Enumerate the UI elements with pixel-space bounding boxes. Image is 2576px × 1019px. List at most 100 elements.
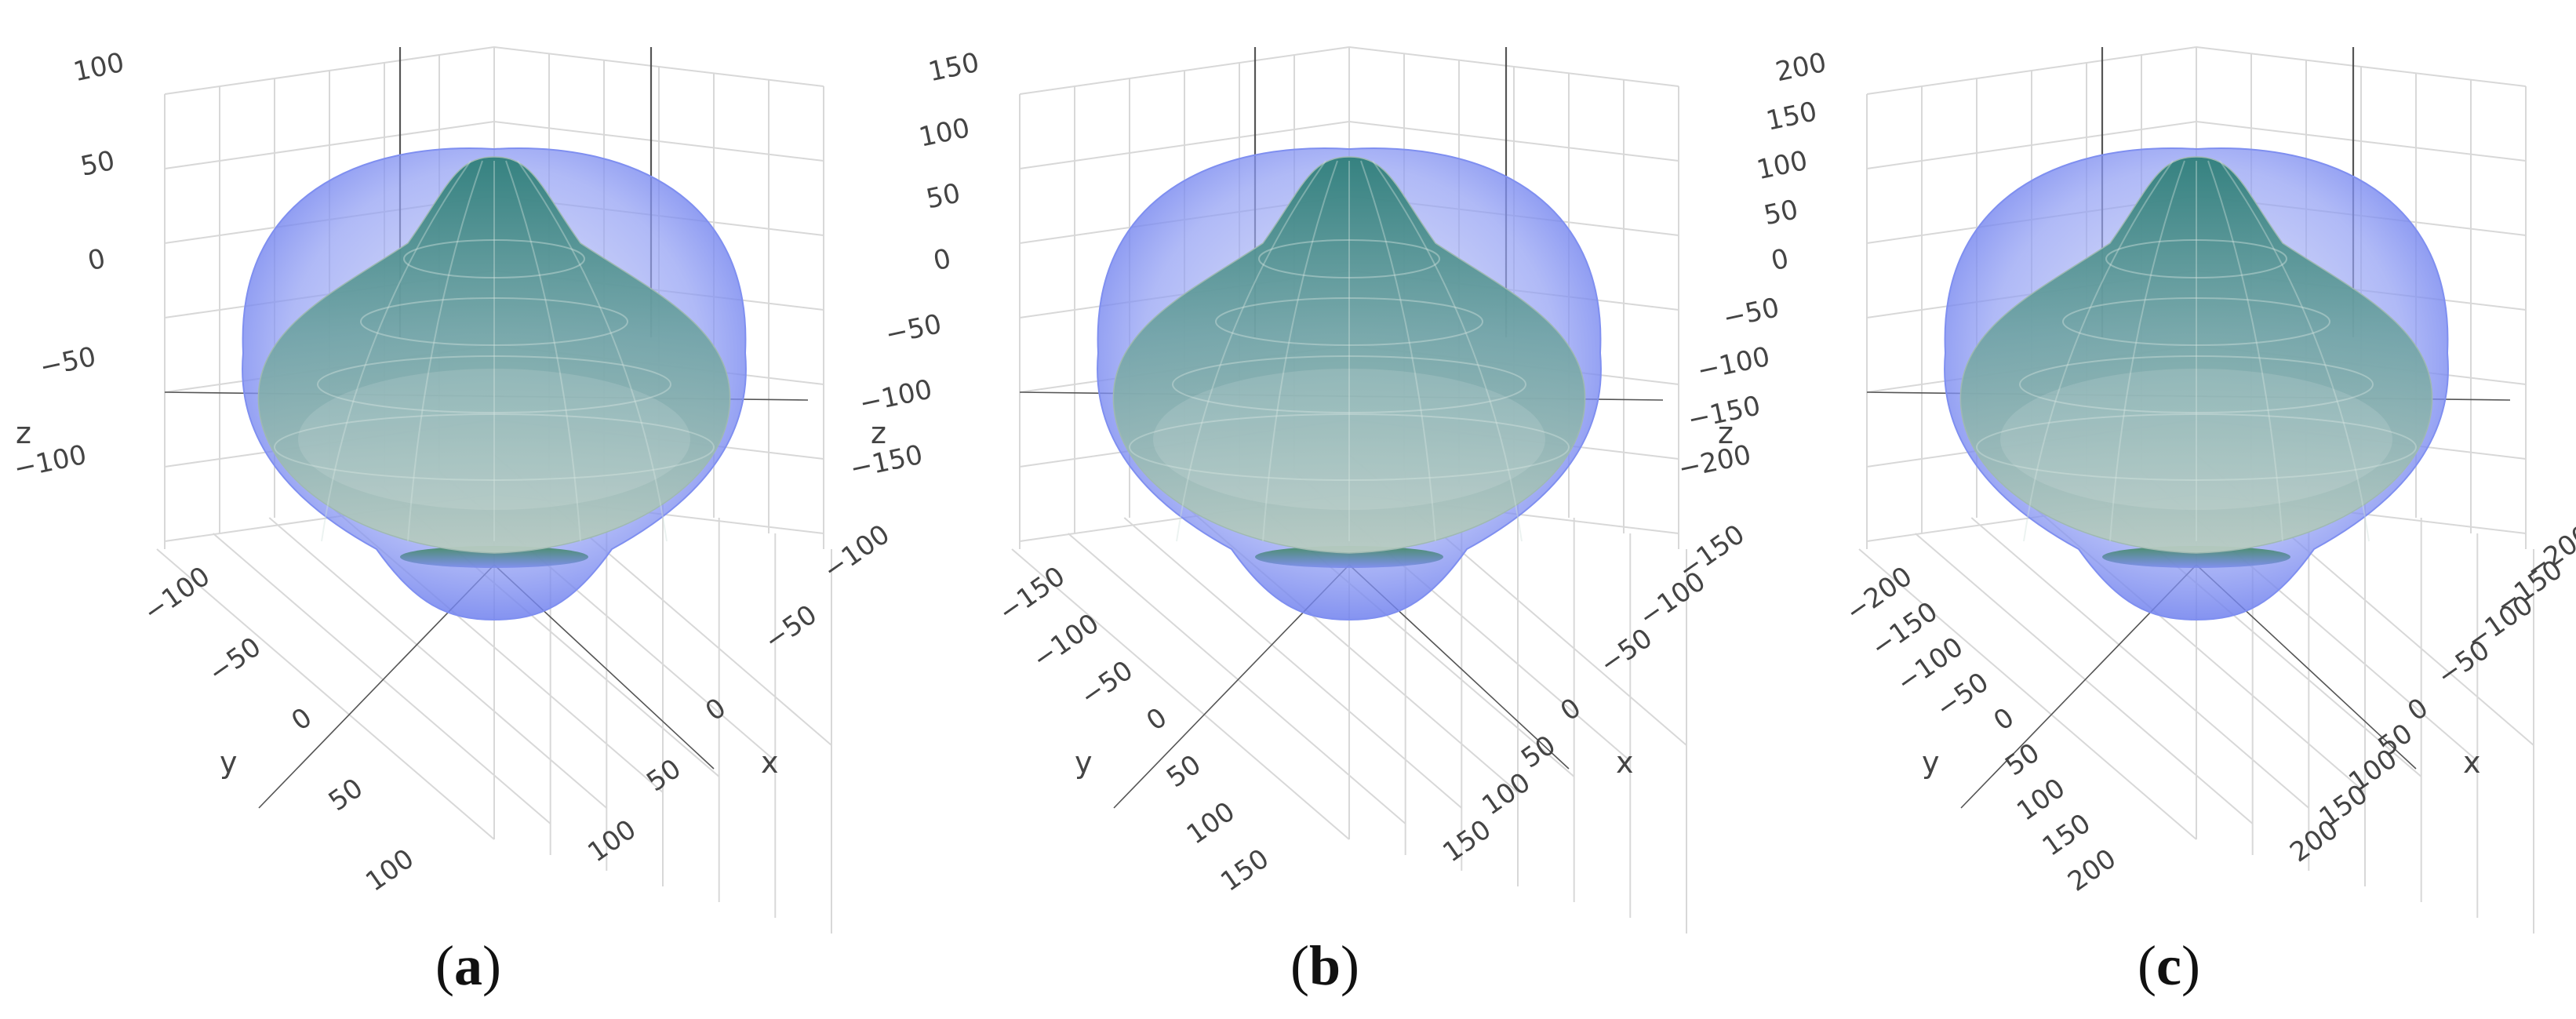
z-tick-label: −100	[857, 373, 935, 420]
x-tick-label: −100	[817, 519, 895, 586]
z-tick-label: −150	[847, 439, 926, 486]
inner-surface-bottom	[400, 546, 588, 568]
z-tick-label: 100	[916, 112, 973, 154]
x-axis-title: x	[1616, 745, 1634, 780]
z-axis-title: z	[16, 416, 31, 450]
y-tick-label: 50	[323, 773, 369, 818]
grid-line	[1123, 517, 1462, 809]
panel-label: (a)	[435, 934, 501, 997]
grid-line	[493, 46, 824, 87]
panel-label: (b)	[1290, 934, 1359, 997]
surface-mesh-ring	[274, 413, 715, 481]
grid-line	[164, 121, 495, 169]
grid-line	[1348, 121, 1679, 162]
surface-mesh-meridian	[407, 160, 483, 542]
x-tick-label: −50	[759, 599, 823, 657]
surface-mesh-ring	[1172, 355, 1526, 413]
z-axis-title: z	[871, 416, 886, 450]
y-tick-label: −50	[202, 631, 267, 690]
grid-line	[268, 517, 607, 809]
y-tick-label: 50	[1999, 737, 2045, 783]
grid-line	[1866, 121, 2197, 169]
surface-mesh-meridian	[2207, 160, 2283, 542]
x-tick-label: −50	[1594, 622, 1658, 680]
y-tick-label: 0	[1988, 702, 2020, 737]
z-tick-label: 150	[926, 47, 982, 89]
grid-line	[156, 548, 495, 840]
surface-mesh-meridian	[505, 160, 581, 542]
y-axis-title: y	[220, 745, 238, 780]
grid-line	[1348, 46, 1679, 87]
inner-surface	[1959, 156, 2433, 554]
grid-line	[1866, 46, 2197, 95]
z-tick-label: 50	[78, 145, 118, 183]
panel-label: (c)	[2138, 934, 2200, 997]
grid-line	[164, 46, 495, 95]
surface-mesh-ring	[1215, 297, 1483, 346]
surface-mesh-ring	[1258, 239, 1440, 278]
grid-line	[1915, 533, 2254, 824]
surfaces	[242, 147, 747, 621]
z-tick-label: −50	[1720, 292, 1782, 334]
surface-highlight	[2000, 369, 2392, 510]
grid-line	[2196, 121, 2527, 162]
surface-mesh-meridian	[1262, 160, 1338, 542]
grid-line	[1970, 517, 2309, 809]
surface-mesh-meridian	[1360, 160, 1436, 542]
grid-line	[1019, 121, 1350, 169]
z-axis-title: z	[1718, 416, 1734, 450]
y-tick-label: −150	[993, 561, 1071, 628]
inner-surface	[1112, 156, 1586, 554]
y-tick-label: 0	[286, 702, 318, 737]
z-tick-label: 0	[930, 243, 953, 278]
surface-mesh-ring	[403, 239, 585, 278]
x-tick-label: −100	[1633, 566, 1711, 633]
panel-c: 200150100500−50−100−150−200−200−150−100−…	[1675, 46, 2576, 997]
y-tick-label: 0	[1141, 702, 1173, 737]
y-tick-label: −100	[138, 561, 216, 628]
y-tick-label: 150	[1215, 843, 1275, 898]
y-tick-label: 50	[1161, 749, 1206, 795]
x-tick-label: 0	[2402, 692, 2434, 727]
surface-mesh-meridian	[321, 160, 471, 542]
grid-line	[493, 121, 824, 162]
grid-line	[1068, 533, 1406, 824]
surface-mesh-meridian	[1372, 160, 1523, 542]
x-tick-label: 50	[1515, 730, 1561, 775]
z-tick-label: −200	[1675, 439, 1754, 486]
surface-mesh-ring	[360, 297, 628, 346]
y-axis-title: y	[1922, 745, 1940, 780]
surface-highlight	[298, 369, 690, 510]
panel-a: 100500−50−100−100−50050100−100−50050100z…	[11, 46, 896, 997]
x-tick-label: 50	[641, 753, 686, 799]
grid-line	[1019, 46, 1350, 95]
x-tick-label: 100	[1476, 766, 1536, 821]
grid-line	[213, 533, 551, 824]
panel-b: 150100500−50−100−150−150−100−50050100150…	[847, 46, 1751, 997]
z-tick-label: 100	[71, 47, 127, 89]
surface-highlight	[1153, 369, 1545, 510]
x-tick-label: 0	[700, 692, 732, 727]
surface-mesh-ring	[317, 355, 671, 413]
z-tick-label: −50	[37, 341, 99, 384]
surfaces	[1944, 147, 2449, 621]
z-tick-label: 200	[1773, 47, 1829, 89]
y-tick-label: 100	[1181, 796, 1241, 851]
x-tick-label: 0	[1555, 692, 1587, 727]
surface-mesh-ring	[2019, 355, 2374, 413]
surfaces	[1097, 147, 1602, 621]
y-tick-label: 200	[2062, 843, 2122, 898]
z-tick-label: 50	[923, 177, 963, 215]
grid-line	[1858, 548, 2197, 840]
z-tick-label: 150	[1763, 96, 1820, 137]
y-tick-label: −50	[1075, 655, 1139, 713]
surface-mesh-meridian	[517, 160, 668, 542]
surface-mesh-meridian	[2023, 160, 2174, 542]
surface-mesh-meridian	[2109, 160, 2185, 542]
grid-line	[1011, 548, 1350, 840]
z-tick-label: 0	[85, 243, 107, 278]
z-tick-label: 0	[1768, 243, 1791, 278]
z-tick-label: 100	[1754, 145, 1810, 187]
x-axis-title: x	[2463, 745, 2481, 780]
